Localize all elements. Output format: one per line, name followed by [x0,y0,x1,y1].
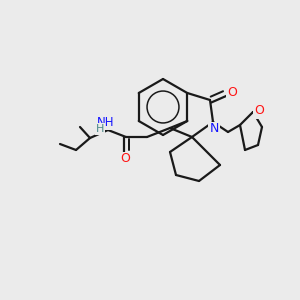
Text: H: H [96,124,104,134]
Text: NH: NH [97,116,115,130]
Text: N: N [209,122,219,136]
Text: O: O [227,86,237,100]
Text: O: O [120,152,130,166]
Text: O: O [254,104,264,118]
